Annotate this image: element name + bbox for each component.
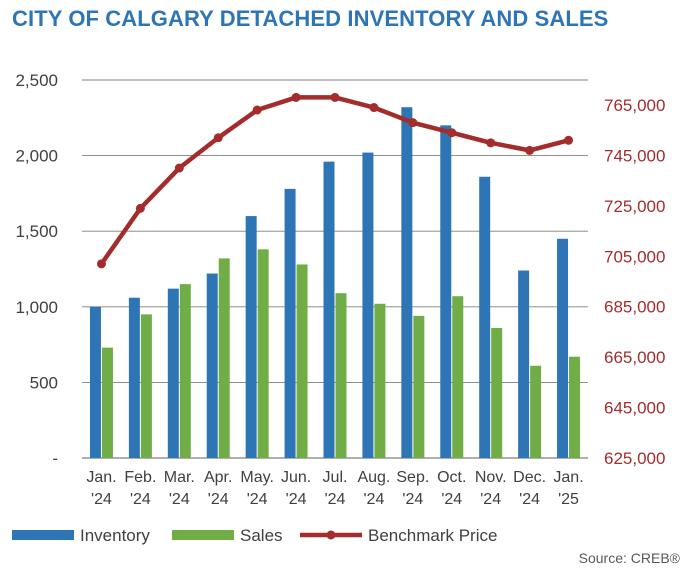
- left-tick-label: 1,500: [15, 222, 58, 241]
- inventory-bar: [323, 161, 335, 458]
- benchmark-price-series: [99, 95, 570, 266]
- inventory-bar: [206, 273, 218, 458]
- left-axis: - 500 1,000 1,500 2,000 2,500: [15, 71, 58, 468]
- category-label-month: Jan.: [553, 469, 583, 486]
- inventory-bar: [362, 152, 374, 459]
- category-label-year: '24: [519, 491, 540, 508]
- legend-inventory-label: Inventory: [80, 526, 150, 545]
- inventory-bar: [89, 306, 101, 458]
- benchmark-price-point: [447, 128, 457, 138]
- legend: Inventory Sales Benchmark Price: [12, 526, 497, 545]
- sales-bar: [530, 365, 542, 458]
- benchmark-price-point: [369, 103, 379, 113]
- category-label-month: Jun.: [281, 469, 311, 486]
- benchmark-price-point: [564, 135, 574, 145]
- right-tick-label: 645,000: [604, 399, 665, 418]
- gridlines: [82, 79, 588, 459]
- category-label-year: '24: [325, 491, 346, 508]
- category-label-year: '25: [558, 491, 579, 508]
- sales-bar: [140, 314, 152, 458]
- category-label-year: '24: [480, 491, 501, 508]
- legend-sales-label: Sales: [240, 526, 283, 545]
- category-label-year: '24: [130, 491, 151, 508]
- benchmark-price-point: [486, 138, 496, 148]
- inventory-bar: [167, 288, 179, 458]
- right-tick-label: 685,000: [604, 298, 665, 317]
- benchmark-price-point: [525, 145, 535, 155]
- category-label-year: '24: [363, 491, 384, 508]
- benchmark-price-point: [330, 92, 340, 102]
- category-label-month: Dec.: [513, 469, 546, 486]
- right-tick-label: 745,000: [604, 146, 665, 165]
- benchmark-price-line: [96, 92, 574, 269]
- benchmark-price-point: [213, 133, 223, 143]
- left-tick-label: 2,500: [15, 71, 58, 90]
- inventory-bar: [440, 125, 452, 459]
- category-label-month: Nov.: [475, 469, 507, 486]
- sales-bar: [335, 293, 347, 458]
- category-label-year: '24: [441, 491, 462, 508]
- inventory-bar: [557, 238, 569, 458]
- category-label-year: '24: [169, 491, 190, 508]
- sales-bar: [179, 284, 191, 458]
- category-label-month: Aug.: [357, 469, 390, 486]
- left-tick-label: 2,000: [15, 147, 58, 166]
- category-label-year: '24: [402, 491, 423, 508]
- legend-benchmark-marker: [326, 530, 336, 540]
- legend-sales-swatch: [172, 530, 234, 540]
- category-label-month: May.: [240, 469, 273, 486]
- category-label-month: Mar.: [164, 469, 195, 486]
- category-label-year: '24: [286, 491, 307, 508]
- sales-bar: [218, 258, 230, 458]
- inventory-bar: [401, 107, 413, 458]
- benchmark-price-point: [408, 118, 418, 128]
- right-axis: 625,000 645,000 665,000 685,000 705,000 725,0…: [604, 96, 665, 468]
- legend-benchmark-label: Benchmark Price: [368, 526, 497, 545]
- category-label-month: Feb.: [124, 469, 156, 486]
- source-note: Source: CREB®: [579, 550, 681, 566]
- category-label-month: Jul.: [323, 469, 348, 486]
- sales-bar: [491, 327, 503, 458]
- right-tick-label: 665,000: [604, 348, 665, 367]
- left-tick-label: 1,000: [15, 298, 58, 317]
- sales-bar: [101, 347, 113, 458]
- left-tick-label: 500: [30, 373, 58, 392]
- category-label-month: Apr.: [204, 469, 232, 486]
- legend-inventory-swatch: [12, 530, 74, 540]
- benchmark-price-point: [291, 92, 301, 102]
- inventory-bar: [128, 297, 140, 458]
- sales-bar: [413, 315, 425, 458]
- right-tick-label: 625,000: [604, 449, 665, 468]
- sales-bar: [374, 303, 386, 458]
- left-tick-label: -: [52, 449, 58, 468]
- sales-bar: [452, 296, 464, 458]
- benchmark-price-point: [96, 259, 106, 269]
- inventory-bar: [518, 270, 530, 458]
- category-label-month: Oct.: [437, 469, 466, 486]
- category-label-year: '24: [91, 491, 112, 508]
- right-tick-label: 705,000: [604, 247, 665, 266]
- x-axis: Jan. '24 Feb. '24 Mar. '24 Apr. '24 May. '24 Jun. '…: [86, 469, 583, 508]
- inventory-bar: [284, 188, 296, 458]
- benchmark-price-point: [252, 105, 262, 115]
- right-tick-label: 725,000: [604, 197, 665, 216]
- sales-bar: [257, 249, 269, 458]
- category-label-month: Jan.: [86, 469, 116, 486]
- category-label-month: Sep.: [396, 469, 429, 486]
- benchmark-price-point: [135, 203, 145, 213]
- category-label-year: '24: [208, 491, 229, 508]
- inventory-bar: [479, 176, 491, 458]
- benchmark-price-point: [174, 163, 184, 173]
- right-tick-label: 765,000: [604, 96, 665, 115]
- inventory-bar: [245, 216, 257, 458]
- sales-bar: [569, 356, 581, 458]
- chart-title: CITY OF CALGARY DETACHED INVENTORY AND S…: [12, 6, 609, 31]
- category-label-year: '24: [247, 491, 268, 508]
- bars: [89, 107, 581, 459]
- sales-bar: [296, 264, 308, 458]
